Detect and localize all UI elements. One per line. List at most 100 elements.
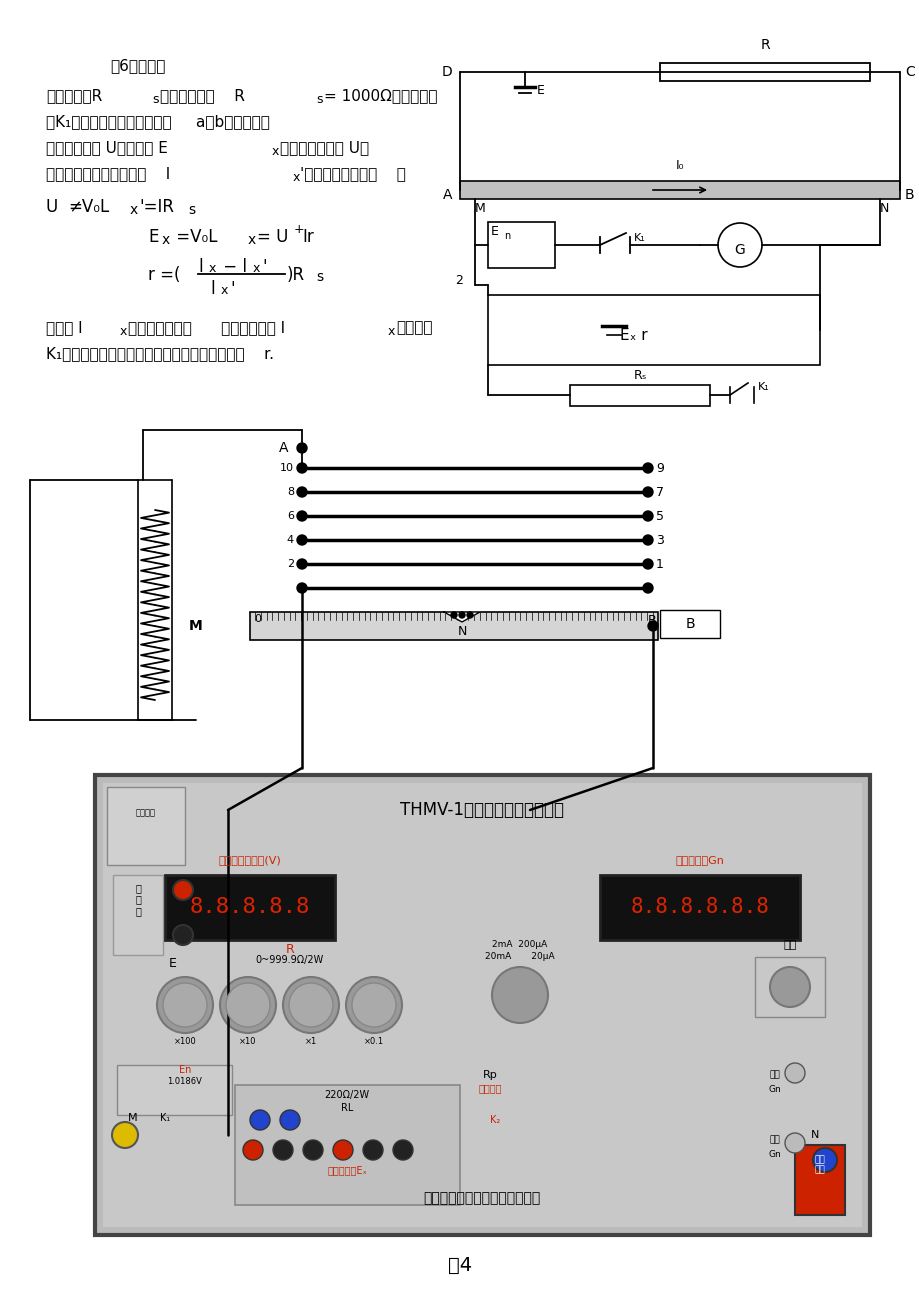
- Text: s: s: [315, 93, 323, 106]
- Circle shape: [392, 1140, 413, 1160]
- Circle shape: [297, 536, 307, 545]
- Text: 2: 2: [287, 559, 294, 569]
- Text: B: B: [685, 618, 694, 631]
- Text: 0~999.9Ω/2W: 0~999.9Ω/2W: [255, 955, 323, 966]
- Text: E: E: [491, 225, 498, 238]
- Circle shape: [220, 977, 276, 1033]
- Text: THMV-1型直流电位差计实验仪: THMV-1型直流电位差计实验仪: [400, 801, 563, 820]
- Text: 1.0186V: 1.0186V: [167, 1078, 202, 1085]
- Circle shape: [647, 622, 657, 631]
- Text: s: s: [187, 203, 195, 218]
- Text: 电池的端电压 U，用测量 E: 电池的端电压 U，用测量 E: [46, 139, 167, 155]
- Circle shape: [642, 559, 652, 569]
- Circle shape: [346, 977, 402, 1033]
- Circle shape: [717, 223, 761, 267]
- Text: 主电源电压指示(V): 主电源电压指示(V): [219, 855, 281, 865]
- Bar: [460, 181, 899, 199]
- Circle shape: [250, 1110, 269, 1130]
- Text: 8.8.8.8.8.8: 8.8.8.8.8.8: [630, 896, 768, 917]
- Bar: [117, 1065, 232, 1115]
- Text: R: R: [285, 943, 294, 956]
- Circle shape: [279, 1110, 300, 1130]
- Text: x: x: [292, 171, 300, 184]
- Text: 同样要测量六次      （注意：不测 l: 同样要测量六次 （注意：不测 l: [128, 321, 285, 335]
- Bar: [599, 876, 800, 939]
- Bar: [570, 384, 709, 407]
- Text: 待测电动势Eₓ: 待测电动势Eₓ: [327, 1165, 367, 1175]
- Text: 图4: 图4: [448, 1256, 471, 1274]
- Circle shape: [459, 612, 464, 618]
- Text: 7: 7: [655, 486, 664, 499]
- Text: K₁: K₁: [757, 382, 769, 392]
- Circle shape: [297, 511, 307, 521]
- Text: '，则干电池的内阻    ：: '，则干电池的内阻 ：: [300, 165, 405, 181]
- Circle shape: [226, 982, 269, 1027]
- Text: 主
电
源: 主 电 源: [135, 883, 141, 916]
- Text: G: G: [734, 242, 744, 257]
- Circle shape: [243, 1140, 263, 1160]
- Text: Rₛ: Rₛ: [632, 369, 646, 382]
- Circle shape: [784, 1134, 804, 1153]
- Text: 为电阻箱，取    R: 为电阻箱，取 R: [160, 89, 244, 103]
- Bar: [165, 876, 335, 939]
- Text: RL: RL: [340, 1104, 353, 1113]
- Circle shape: [273, 1140, 292, 1160]
- Text: − l: − l: [218, 258, 246, 276]
- Text: Gn: Gn: [767, 1151, 780, 1158]
- Text: E: E: [169, 956, 176, 969]
- Circle shape: [492, 967, 548, 1023]
- Circle shape: [784, 1063, 804, 1083]
- Text: ×10: ×10: [239, 1037, 256, 1046]
- Text: M: M: [474, 202, 485, 215]
- Text: ': ': [230, 280, 234, 298]
- Circle shape: [173, 880, 193, 900]
- Text: =V₀L: =V₀L: [171, 228, 217, 246]
- Circle shape: [302, 1140, 323, 1160]
- Text: 220Ω/2W: 220Ω/2W: [324, 1091, 369, 1100]
- Text: 电源
开关: 电源 开关: [813, 1154, 824, 1174]
- Text: 内置: 内置: [769, 1070, 779, 1079]
- Text: 8: 8: [287, 487, 294, 496]
- Bar: [659, 63, 869, 81]
- Circle shape: [769, 967, 809, 1007]
- Text: 6: 6: [287, 511, 294, 521]
- Text: 20mA       20μA: 20mA 20μA: [484, 952, 554, 962]
- Circle shape: [157, 977, 213, 1033]
- Text: x: x: [248, 233, 256, 248]
- Circle shape: [363, 1140, 382, 1160]
- Text: A: A: [442, 188, 451, 202]
- Text: Eₓ r: Eₓ r: [619, 327, 647, 343]
- Text: x: x: [209, 262, 216, 275]
- Text: En: En: [178, 1065, 191, 1075]
- Text: ×1: ×1: [304, 1037, 317, 1046]
- Text: M: M: [128, 1113, 138, 1123]
- Text: M: M: [189, 619, 203, 633]
- Bar: [113, 876, 163, 955]
- Text: Gn: Gn: [767, 1085, 780, 1095]
- Text: s: s: [315, 270, 323, 284]
- Text: K₁不能合上）。然后利用上式求出干电池的内阻    r.: K₁不能合上）。然后利用上式求出干电池的内阻 r.: [46, 347, 274, 361]
- Circle shape: [642, 463, 652, 473]
- Text: Rp: Rp: [482, 1070, 497, 1080]
- Text: x: x: [272, 145, 279, 158]
- Circle shape: [467, 612, 472, 618]
- Bar: [103, 783, 861, 1227]
- Text: l: l: [210, 280, 214, 298]
- Text: '=IR: '=IR: [139, 198, 174, 216]
- Circle shape: [642, 487, 652, 496]
- Text: x: x: [253, 262, 260, 275]
- Bar: [95, 775, 869, 1235]
- Text: x: x: [130, 203, 138, 218]
- Text: ×0.1: ×0.1: [364, 1037, 383, 1046]
- Circle shape: [297, 559, 307, 569]
- Text: 9: 9: [655, 461, 664, 474]
- Text: 得补偿时电阻丝的长度为    l: 得补偿时电阻丝的长度为 l: [46, 165, 170, 181]
- Text: 时，开关: 时，开关: [395, 321, 432, 335]
- Text: 外置: 外置: [769, 1135, 779, 1144]
- Text: 实验时 l: 实验时 l: [46, 321, 83, 335]
- Bar: [250, 612, 657, 640]
- Text: = U: = U: [256, 228, 288, 246]
- Circle shape: [297, 463, 307, 473]
- Text: U: U: [46, 198, 63, 216]
- Text: N: N: [810, 1130, 818, 1140]
